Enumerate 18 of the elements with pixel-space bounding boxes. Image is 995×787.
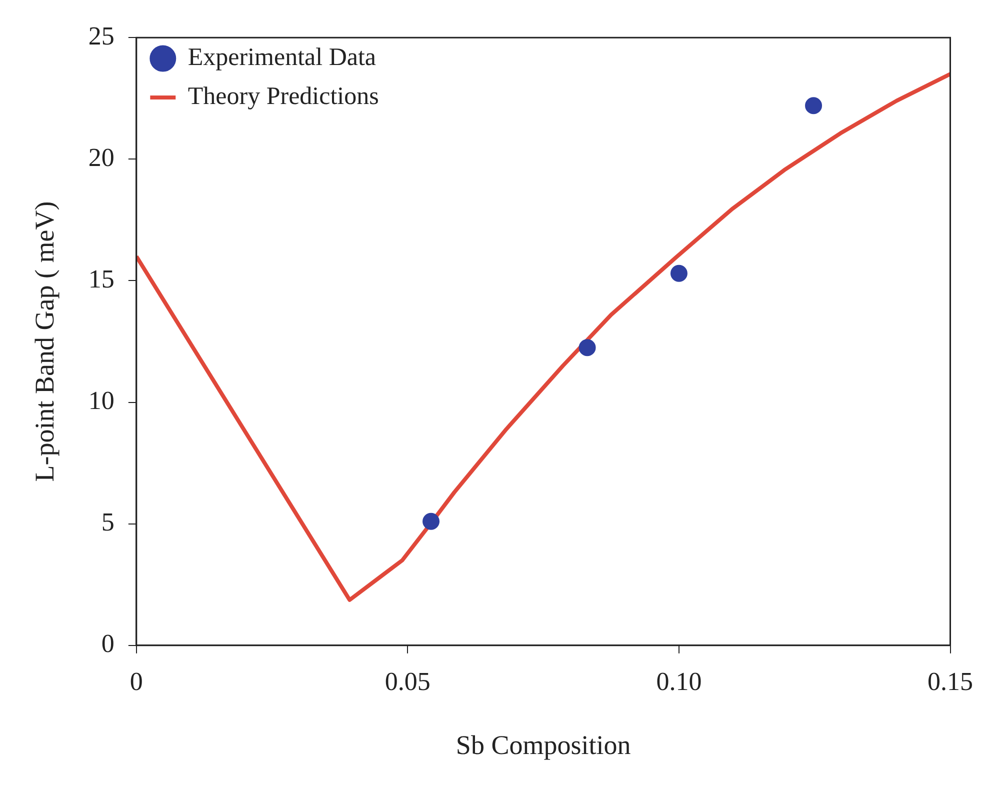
x-axis-title: Sb Composition: [456, 730, 632, 760]
point: [578, 339, 596, 356]
point: [670, 264, 688, 282]
y-axis-title: L-point Band Gap ( meV): [29, 201, 60, 482]
legend-label: Theory Predictions: [188, 83, 379, 110]
point: [805, 97, 822, 114]
y-tick-label: 20: [88, 142, 114, 172]
y-tick-label: 10: [88, 386, 114, 416]
x-tick-label: 0: [130, 666, 143, 696]
legend-label: Experimental Data: [188, 44, 376, 72]
y-tick-label: 5: [101, 508, 114, 537]
point: [422, 512, 440, 530]
x-tick-label: 0.05: [384, 666, 430, 696]
x-tick-label: 0.10: [656, 666, 702, 696]
y-tick-label: 15: [88, 264, 114, 294]
y-tick-label: 25: [88, 21, 114, 50]
x-tick-label: 0.15: [928, 666, 973, 696]
y-tick-label: 0: [101, 629, 114, 658]
